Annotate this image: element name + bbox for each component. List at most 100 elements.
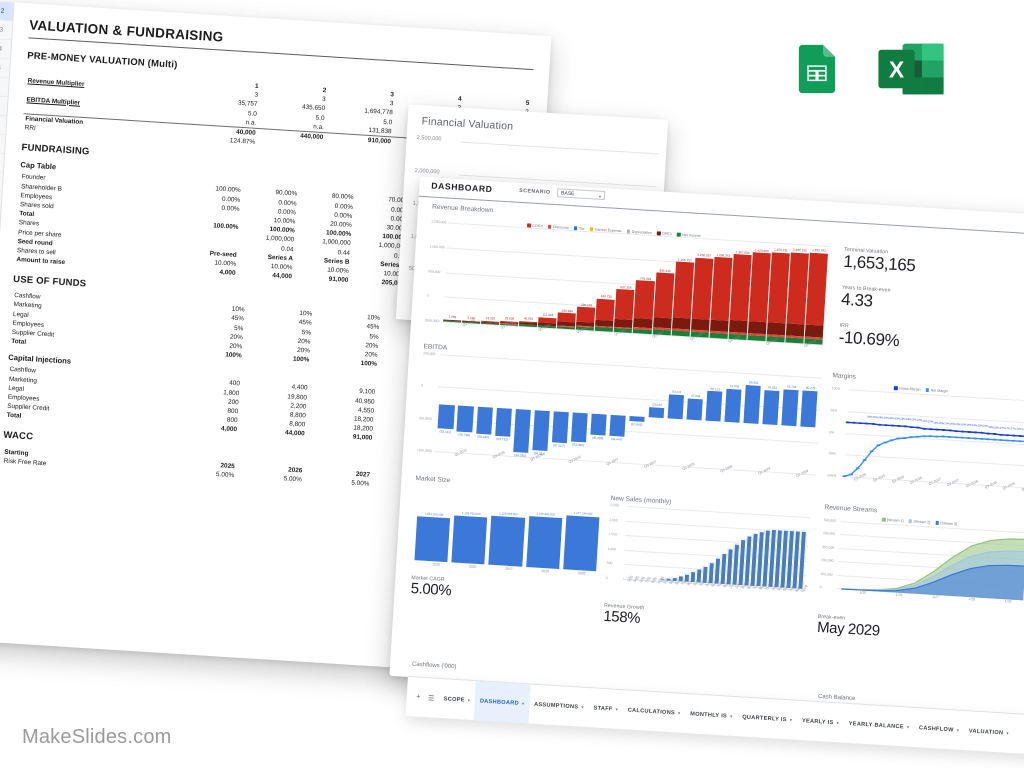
sheet-tab-calculations[interactable]: CALCULATIONS ▾ [622,690,687,733]
new-sales-chart: 2,500 2,000 1,500 1,000 500 0 1/25 3/25 5/25 7/2… [605,502,810,603]
sheet-tab-label: CASHFLOW [918,724,954,733]
data-point [921,435,926,438]
sheet-tab-label: ASSUMPTIONS [533,701,579,710]
watermark: MakeSlides.com [22,726,172,748]
scenario-value: BASE [560,190,575,198]
bar-rect [456,405,474,433]
data-point [915,435,920,438]
data-point [876,444,881,447]
y-tick-label: 400,000 [822,531,836,537]
row-number[interactable]: 5 [0,57,11,79]
bar-value-label: (45,096) [591,435,604,441]
dashboard-sheet[interactable]: DASHBOARD SCENARIO BASE ▾ Revenue Breakd… [389,176,1024,716]
chevron-down-icon[interactable]: ▾ [956,727,960,733]
sheet-tab-label: YEARLY IS [801,717,834,726]
bar: 1,051,200,000 [414,511,451,563]
bar-rect [609,415,626,437]
sheet-tab-label: CALCULATIONS [627,706,676,716]
chevron-down-icon[interactable]: ▾ [906,724,910,730]
bar: 189,994 [557,308,577,330]
data-point [953,436,959,439]
bar: 607,356 [614,285,635,334]
legend-item: Gross Margin [893,386,921,392]
bar-segment [766,322,786,336]
chevron-down-icon[interactable]: ▾ [467,697,471,703]
bar-rect [724,388,742,424]
all-sheets-icon[interactable]: ☰ [427,694,435,703]
data-point [986,432,991,435]
bar-value-label: 76,681 [767,385,778,390]
bar-rect [437,404,455,430]
sheet-tab-label: DASHBOARD [479,697,520,707]
row-number[interactable]: 7 [0,95,8,117]
revenue-streams-chart: 500,000 400,000 300,000 200,000 100,000 0 1/2… [819,518,1024,612]
data-point [889,439,894,442]
chevron-down-icon[interactable]: ▾ [729,713,733,719]
kpi-breakeven-value: May 2029 [816,619,881,640]
sheet-tab-staff[interactable]: STAFF ▾ [587,688,624,729]
data-point [903,425,908,428]
chevron-down-icon[interactable]: ▾ [789,716,793,723]
y-tick-label: (50,000) [419,415,432,421]
data-point [992,438,997,441]
bar-value-label: 79,744 [786,384,797,390]
data-point [852,421,857,424]
y-tick-label: 0% [828,429,835,434]
bar-value-label: 74,600 [729,383,740,389]
bar: 1,277,740,000 [562,511,600,572]
chevron-down-icon[interactable]: ▾ [677,710,681,716]
bar-value-label: 1,156,752 [677,257,692,263]
sheet-tab-assumptions[interactable]: ASSUMPTIONS ▾ [528,684,590,727]
bar-value-label: (44,447) [610,436,623,442]
chevron-down-icon[interactable]: ▾ [1006,730,1009,736]
sheet-tab-valuation[interactable]: VALUATION ▾ [963,711,1015,753]
legend-label: Net Margin [930,388,949,394]
bar-value-label: (59,446) [477,435,490,440]
data-point [864,422,869,425]
y-tick-label: 0 [819,584,822,590]
row-number[interactable]: 6 [0,76,9,98]
sheet-tab-monthly-is[interactable]: MONTHLY IS ▾ [684,694,738,736]
y-tick-label: 300,000 [821,544,835,550]
legend-label: [Stream 1] [886,517,904,523]
bar-value-label: 1,216,895,000 [536,511,556,517]
data-point [947,429,953,432]
bar-rect [648,407,665,419]
scenario-select[interactable]: BASE ▾ [556,187,606,200]
bar-value-label: 66,113 [710,386,720,392]
bar: 440,738 [595,294,616,332]
data-point [869,450,874,453]
bar-segment [576,306,596,323]
row-number[interactable]: 2 [0,1,14,22]
bar-rect [762,389,780,426]
add-sheet-icon[interactable]: + [415,693,421,701]
y-tick-label: 100% [831,386,841,391]
legend-item: [Stream 1] [881,517,904,523]
y-tick-label: -50% [827,451,836,456]
x-tick-label: 1/25 [859,590,867,595]
chevron-down-icon[interactable]: ▾ [521,700,525,706]
bar-segment [691,257,714,320]
kpi-revenue-growth: Revenue Growth 158% [603,603,645,627]
row-number[interactable]: 4 [0,38,12,60]
sheet-tab-label: YEARLY BALANCE [848,720,905,730]
bar-segment [595,298,616,321]
sheet-tab-label: VALUATION [968,727,1004,736]
chevron-down-icon[interactable]: ▾ [615,706,619,712]
data-point [855,467,860,470]
bar-value-label: 23,044 [652,402,662,408]
y-tick-label: 1,500,000 [431,219,447,225]
y-tick-label: 2,500 [610,502,619,508]
sheet-tab-scope[interactable]: SCOPE ▾ [437,679,476,720]
chevron-down-icon[interactable]: ▾ [836,719,839,725]
svg-text:X: X [889,56,905,82]
chevron-down-icon[interactable]: ▾ [581,704,584,710]
y-tick-label: 500 [606,561,613,566]
row-number[interactable]: 3 [0,20,13,41]
sheet-tab-cashflow[interactable]: CASHFLOW ▾ [913,708,965,750]
sheet-tab-yearly-is[interactable]: YEARLY IS ▾ [796,701,845,743]
sheet-tab-quarterly-is[interactable]: QUARTERLY IS ▾ [736,697,798,740]
sheet-tab-yearly-balance[interactable]: YEARLY BALANCE ▾ [843,704,916,747]
data-point [992,433,997,435]
sheet-tab-dashboard[interactable]: DASHBOARD ▾ [473,681,531,724]
